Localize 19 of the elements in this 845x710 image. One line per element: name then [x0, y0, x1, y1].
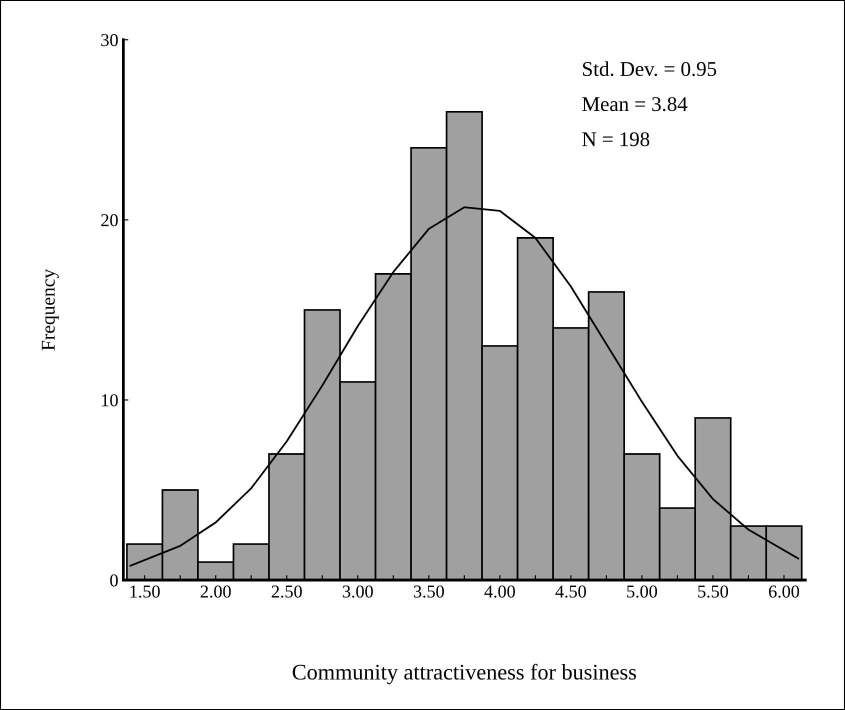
x-tick-label: 2.50 [272, 585, 302, 598]
x-tick-label: 5.50 [698, 585, 728, 598]
x-tick-label: 1.50 [130, 585, 160, 598]
x-tick-label: 3.00 [342, 585, 373, 598]
x-tick-label: 4.00 [484, 585, 515, 598]
y-tick-label: 20 [101, 214, 118, 226]
y-tick-label: 0 [110, 574, 118, 587]
x-tick-label: 6.00 [768, 585, 800, 598]
annotation: N = 198 [582, 132, 650, 146]
x-tick-label: 3.50 [414, 585, 444, 598]
y-tick-label: 10 [102, 394, 118, 406]
annotation: Std. Dev. = 0.95 [583, 61, 716, 76]
x-tick-label: 4.50 [555, 585, 586, 598]
y-tick-label: 30 [101, 34, 118, 46]
x-tick-label: 5.00 [627, 585, 658, 598]
x-tick-label: 2.00 [200, 585, 231, 598]
annotation: Mean = 3.84 [582, 97, 688, 112]
y-axis-title: Frequency [42, 268, 59, 350]
x-axis-title: Community attractiveness for business [292, 664, 636, 684]
